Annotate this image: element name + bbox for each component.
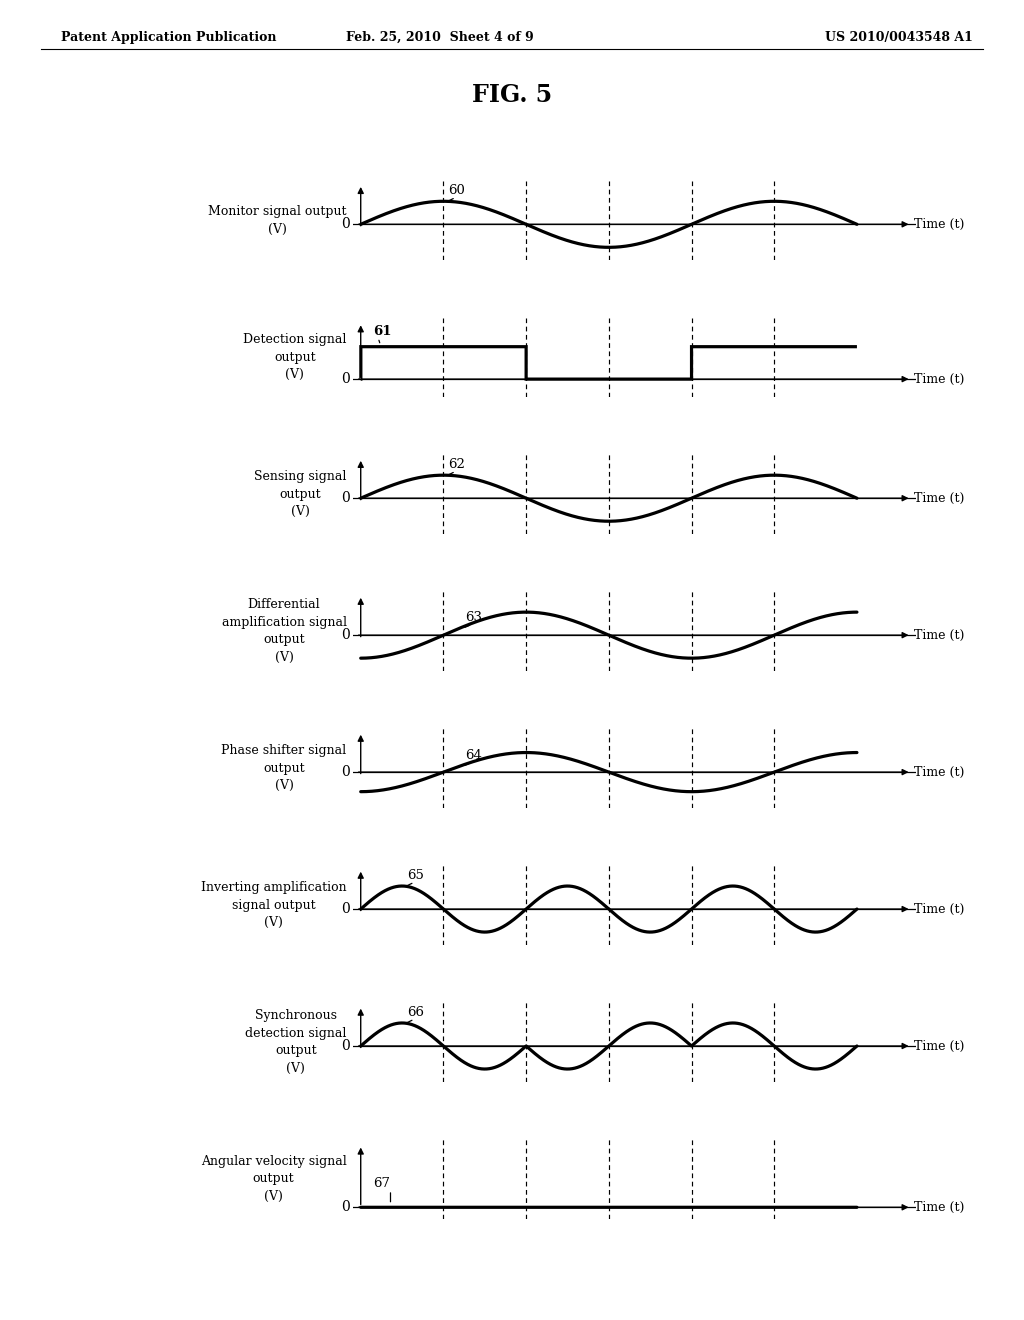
Text: Angular velocity signal
output
(V): Angular velocity signal output (V) — [201, 1155, 346, 1203]
Text: Time (t): Time (t) — [914, 628, 965, 642]
Text: 65: 65 — [407, 869, 424, 882]
Text: Detection signal
output
(V): Detection signal output (V) — [243, 333, 346, 381]
Text: Time (t): Time (t) — [914, 766, 965, 779]
Text: 62: 62 — [449, 458, 465, 471]
Text: 64: 64 — [465, 750, 481, 762]
Text: Monitor signal output
(V): Monitor signal output (V) — [208, 205, 346, 235]
Text: 0: 0 — [341, 902, 350, 916]
Text: 63: 63 — [465, 611, 482, 624]
Text: 67: 67 — [373, 1177, 390, 1191]
Text: 0: 0 — [341, 766, 350, 779]
Text: 61: 61 — [373, 325, 391, 338]
Text: Inverting amplification
signal output
(V): Inverting amplification signal output (V… — [201, 880, 346, 929]
Text: Time (t): Time (t) — [914, 1201, 965, 1214]
Text: Sensing signal
output
(V): Sensing signal output (V) — [254, 470, 346, 519]
Text: 60: 60 — [449, 185, 465, 198]
Text: Time (t): Time (t) — [914, 1040, 965, 1052]
Text: Time (t): Time (t) — [914, 492, 965, 504]
Text: Time (t): Time (t) — [914, 218, 965, 231]
Text: Time (t): Time (t) — [914, 903, 965, 916]
Text: Feb. 25, 2010  Sheet 4 of 9: Feb. 25, 2010 Sheet 4 of 9 — [346, 32, 535, 44]
Text: FIG. 5: FIG. 5 — [472, 83, 552, 107]
Text: 0: 0 — [341, 218, 350, 231]
Text: Synchronous
detection signal
output
(V): Synchronous detection signal output (V) — [245, 1010, 346, 1074]
Text: 0: 0 — [341, 491, 350, 506]
Text: 0: 0 — [341, 372, 350, 387]
Text: US 2010/0043548 A1: US 2010/0043548 A1 — [825, 32, 973, 44]
Text: Phase shifter signal
output
(V): Phase shifter signal output (V) — [221, 744, 346, 792]
Text: 0: 0 — [341, 628, 350, 642]
Text: 66: 66 — [407, 1006, 424, 1019]
Text: Time (t): Time (t) — [914, 372, 965, 385]
Text: 0: 0 — [341, 1200, 350, 1214]
Text: Differential
amplification signal
output
(V): Differential amplification signal output… — [221, 598, 346, 664]
Text: 0: 0 — [341, 1039, 350, 1053]
Text: Patent Application Publication: Patent Application Publication — [61, 32, 276, 44]
